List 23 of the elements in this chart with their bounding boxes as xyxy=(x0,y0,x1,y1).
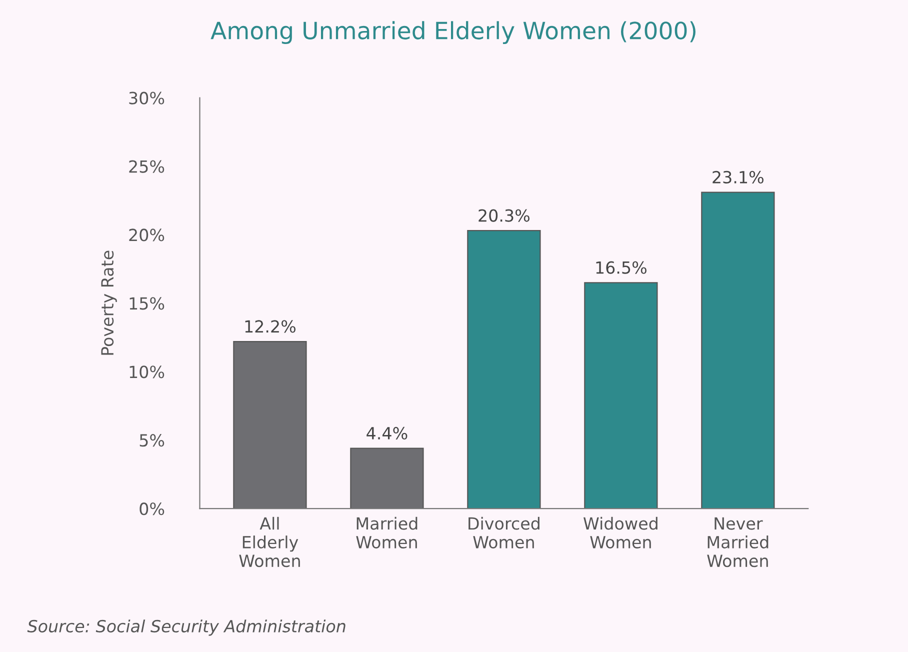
bar xyxy=(584,282,658,509)
x-tick-label: Married Women xyxy=(356,516,418,548)
y-tick-label: 25% xyxy=(129,160,164,173)
chart-title: Among Unmarried Elderly Women (2000) xyxy=(210,21,696,44)
x-tick-label: Widowed Women xyxy=(583,516,658,548)
y-tick-label: 20% xyxy=(129,228,164,242)
x-tick-label: Divorced Women xyxy=(468,516,540,548)
y-tick-label: 0% xyxy=(140,502,164,516)
data-label: 16.5% xyxy=(596,261,646,274)
data-label: 20.3% xyxy=(478,209,530,222)
y-tick-label: 5% xyxy=(140,434,164,447)
y-tick-label: 10% xyxy=(130,366,164,378)
data-label: 12.2% xyxy=(245,320,296,333)
y-axis-title: Poverty Rate xyxy=(101,250,117,355)
data-label: 4.4% xyxy=(366,426,408,440)
bar xyxy=(467,230,541,509)
source-note: Source: Social Security Administration xyxy=(27,620,346,636)
x-tick-label: All Elderly Women xyxy=(239,516,300,568)
y-tick-label: 30% xyxy=(129,92,164,104)
bar xyxy=(701,192,775,509)
data-label: 23.1% xyxy=(712,170,764,184)
y-tick-label: 15% xyxy=(130,297,164,310)
x-tick-label: Never Married Women xyxy=(707,517,768,568)
